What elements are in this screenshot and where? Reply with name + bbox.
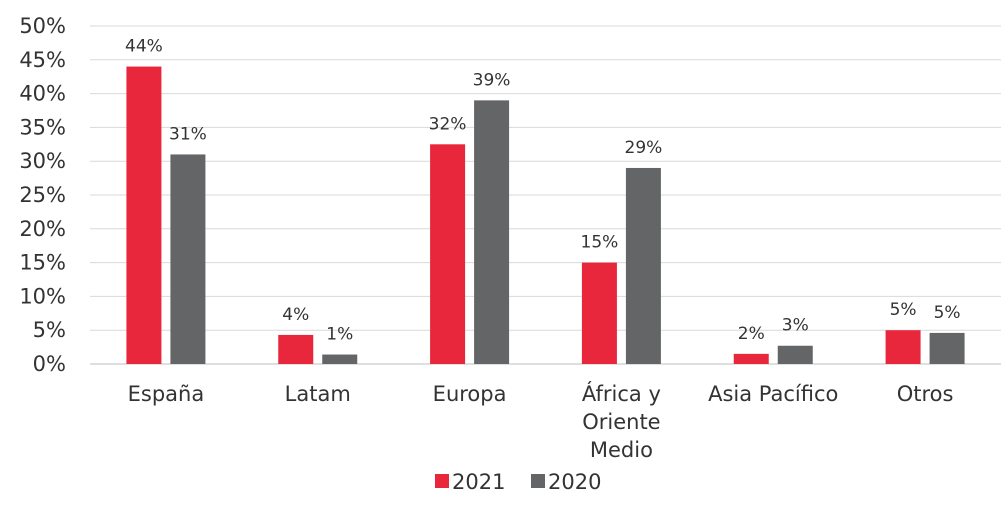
bar-2021 <box>733 353 769 364</box>
x-category-label: África y Oriente Medio <box>582 381 661 462</box>
bar-2020 <box>474 100 510 365</box>
legend-swatch-2020 <box>531 474 545 488</box>
bar-2021 <box>126 66 162 364</box>
bar-2021 <box>278 334 314 364</box>
y-tick-label: 30% <box>19 149 66 173</box>
data-label-2021: 15% <box>581 233 619 253</box>
x-category-label: Otros <box>897 382 954 406</box>
y-tick-label: 25% <box>19 183 66 207</box>
x-category-label: Latam <box>285 382 351 406</box>
bar-2021 <box>885 330 921 364</box>
bars <box>126 66 965 365</box>
data-label-2020: 1% <box>326 325 353 345</box>
bar-2020 <box>929 332 965 364</box>
legend-swatch-2021 <box>435 474 449 488</box>
data-label-2020: 31% <box>169 124 207 144</box>
legend-label-2021: 2021 <box>452 470 505 494</box>
data-label-2021: 2% <box>738 324 765 344</box>
y-tick-label: 15% <box>19 251 66 275</box>
y-tick-label: 40% <box>19 82 66 106</box>
bar-2021 <box>581 262 617 364</box>
data-label-2020: 39% <box>473 70 511 90</box>
x-category-label: Europa <box>433 382 507 406</box>
y-tick-label: 10% <box>19 284 66 308</box>
y-tick-label: 5% <box>33 318 66 342</box>
y-tick-label: 0% <box>33 352 66 376</box>
data-labels: 44% 31% 4% 1% 32% 39% 15% 29% 2% 3% 5% 5% <box>125 37 961 345</box>
legend: 2021 2020 <box>435 470 601 494</box>
y-tick-label: 50% <box>19 14 66 38</box>
data-label-2020: 29% <box>625 138 663 158</box>
bar-2020 <box>322 354 358 364</box>
x-axis-category-labels: España Latam Europa África y Oriente Medio Asi… <box>128 381 954 462</box>
y-tick-label: 35% <box>19 115 66 139</box>
x-category-label: España <box>128 382 205 406</box>
data-label-2021: 32% <box>429 114 467 134</box>
data-label-2021: 5% <box>890 300 917 320</box>
bar-2020 <box>777 345 813 364</box>
data-label-2020: 3% <box>782 316 809 336</box>
data-label-2021: 4% <box>282 305 309 325</box>
bar-2021 <box>430 144 466 364</box>
bar-2020 <box>625 167 661 364</box>
y-tick-label: 45% <box>19 48 66 72</box>
x-category-label: Asia Pacífico <box>708 382 838 406</box>
data-label-2021: 44% <box>125 37 163 57</box>
legend-label-2020: 2020 <box>548 470 601 494</box>
y-axis-tick-labels: 0% 5% 10% 15% 20% 25% 30% 35% 40% 45% 50% <box>19 14 66 376</box>
gridlines <box>90 25 1001 365</box>
data-label-2020: 5% <box>934 303 961 323</box>
bar-2020 <box>170 154 206 364</box>
y-tick-label: 20% <box>19 217 66 241</box>
